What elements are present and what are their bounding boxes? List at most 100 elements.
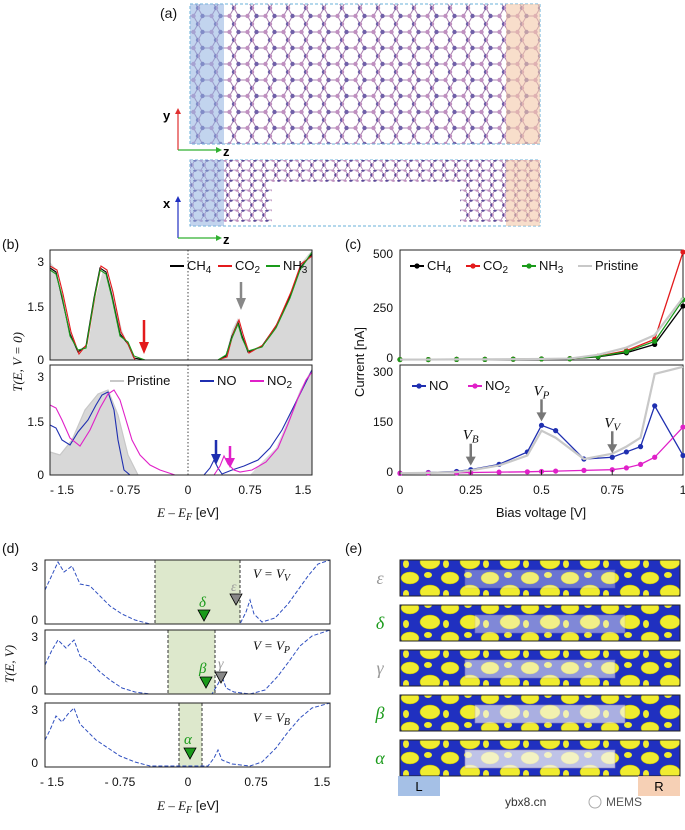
xtick-c-3: 0.75 bbox=[601, 483, 625, 497]
right-electrode-region bbox=[506, 4, 540, 144]
panel-e: (e) ε δ γ β α L R bbox=[345, 540, 681, 796]
ytick-b-bot-3: 3 bbox=[37, 370, 44, 384]
strip-label-3: β bbox=[375, 703, 385, 723]
left-electrode-tag bbox=[398, 776, 440, 796]
panel-d-row-1: V = VV δ ε 3 0 bbox=[31, 559, 331, 627]
panel-b-bottom: Pristine NO NO2 3 1.5 0 bbox=[27, 364, 313, 482]
epsilon-marker bbox=[229, 593, 243, 606]
ytick-b-top-3: 3 bbox=[37, 255, 44, 269]
panel-label-e: (e) bbox=[345, 540, 362, 556]
strip-label-1: δ bbox=[376, 613, 385, 633]
strip-label-0: ε bbox=[376, 568, 384, 588]
alpha-label: α bbox=[184, 732, 193, 748]
axis-x-label: x bbox=[163, 196, 171, 211]
point-NO-9 bbox=[609, 454, 615, 460]
red-arrow-head bbox=[139, 342, 149, 354]
chart-c-top: CH4 CO2 NH3 Pristine bbox=[397, 249, 685, 363]
ylabel-c: Current [nA] bbox=[352, 327, 367, 397]
axis-z-label: z bbox=[223, 144, 230, 159]
ytick-c-bot-1: 150 bbox=[373, 415, 393, 429]
ytick-c-top-1: 250 bbox=[373, 301, 393, 315]
plot-frame-d-3 bbox=[44, 702, 331, 768]
xtick-d-2: 0 bbox=[185, 775, 192, 789]
alpha-marker bbox=[183, 747, 197, 760]
right-electrode-side bbox=[506, 160, 540, 226]
point-NO2-11 bbox=[637, 461, 644, 467]
ytick-d-3-3: 3 bbox=[31, 703, 38, 717]
ytick-c-top-0: 500 bbox=[373, 247, 393, 261]
panel-label-b: (b) bbox=[2, 236, 19, 252]
legend-c2-dot-1 bbox=[472, 383, 478, 389]
xtick-c-4: 1 bbox=[680, 483, 685, 497]
nanoribbon-top-view bbox=[189, 3, 541, 145]
molecule-region-3 bbox=[474, 704, 626, 724]
row-title-1: V = VV bbox=[253, 566, 292, 584]
beta-marker bbox=[199, 676, 213, 689]
no2-line bbox=[49, 371, 313, 476]
point-NO2-8 bbox=[581, 467, 587, 473]
legend-c2-label-0: NO bbox=[429, 378, 449, 393]
annotation-arrow-head-2 bbox=[607, 444, 618, 454]
legend-label-0: CH4 bbox=[187, 258, 212, 276]
ytick-b-top-15: 1.5 bbox=[27, 300, 44, 314]
xlabel-c: Bias voltage [V] bbox=[496, 505, 586, 520]
annotation-arrow-head-0 bbox=[465, 456, 476, 466]
point-NH3-8 bbox=[623, 349, 630, 355]
point-CO2-10 bbox=[680, 249, 685, 255]
row-title-3: V = VB bbox=[253, 710, 290, 728]
series-line-Pristine bbox=[400, 297, 684, 361]
plot-frame-d-2 bbox=[44, 629, 331, 695]
left-electrode-region bbox=[190, 4, 224, 144]
legend-c-dot-1 bbox=[470, 263, 476, 269]
series-line-NH3 bbox=[400, 299, 684, 361]
ytick-c-top-2: 0 bbox=[386, 351, 393, 365]
left-tag-label: L bbox=[415, 779, 422, 794]
panel-label-d: (d) bbox=[2, 540, 19, 556]
row-title-2: V = VP bbox=[253, 638, 290, 656]
legend-label-1: CO2 bbox=[235, 258, 261, 276]
panel-b-top: CH4 CO2 NH3 3 1.5 0 bbox=[27, 249, 313, 367]
annotation-label-0: VB bbox=[463, 428, 479, 446]
xtick-b-3: 0.75 bbox=[238, 483, 262, 497]
series-line-CH4 bbox=[400, 305, 684, 361]
molecule-region-0 bbox=[464, 569, 616, 589]
left-electrode-side bbox=[190, 160, 224, 226]
xtick-c-1: 0.25 bbox=[459, 483, 483, 497]
pristine-line-bottom bbox=[49, 389, 139, 476]
xtick-d-1: - 0.75 bbox=[105, 775, 136, 789]
point-NO2-12 bbox=[652, 454, 658, 460]
point-NO-12 bbox=[652, 403, 658, 409]
gamma-marker bbox=[214, 671, 228, 684]
ytick-b-bot-15: 1.5 bbox=[27, 415, 44, 429]
epsilon-label: ε bbox=[231, 580, 237, 595]
legend-c2-label-1: NO2 bbox=[485, 378, 511, 396]
point-CH4-10 bbox=[680, 303, 685, 309]
side-upper-layer bbox=[190, 160, 540, 182]
ytick-d-1-3: 3 bbox=[31, 560, 38, 574]
plot-frame-d-1 bbox=[44, 559, 331, 625]
right-electrode-tag bbox=[638, 776, 680, 796]
panel-d: (d) V = VV δ ε 3 0 V = VP β γ bbox=[2, 540, 331, 816]
molecule-region-1 bbox=[474, 614, 626, 634]
ytick-b-top-0: 0 bbox=[37, 353, 44, 367]
panel-d-row-2: V = VP β γ 3 0 bbox=[31, 629, 331, 697]
axis-z2-label: z bbox=[223, 232, 230, 247]
legend-label-2: NO2 bbox=[267, 373, 293, 391]
legend-c-dot-2 bbox=[526, 263, 532, 269]
panel-d-row-3: V = VB α 3 0 bbox=[31, 702, 331, 770]
ytick-d-1-0: 0 bbox=[31, 613, 38, 627]
series-line-Pristine bbox=[399, 365, 684, 475]
plot-frame-b-bottom bbox=[49, 364, 313, 476]
legend-label-0: Pristine bbox=[127, 373, 170, 388]
magenta-arrow-head bbox=[225, 458, 235, 468]
axis-indicator-xz: x z bbox=[163, 196, 230, 247]
nh3-line bbox=[49, 251, 313, 361]
xtick-b-4: 1.5 bbox=[295, 483, 312, 497]
ytick-d-3-0: 0 bbox=[31, 756, 38, 770]
xtick-d-4: 1.5 bbox=[314, 775, 331, 789]
pristine-area-top bbox=[50, 250, 312, 360]
watermark: ybx8.cn MEMS bbox=[505, 795, 642, 809]
legend-c-label-2: NH3 bbox=[539, 258, 564, 276]
ylabel-b: T(E, V = 0) bbox=[10, 332, 25, 392]
